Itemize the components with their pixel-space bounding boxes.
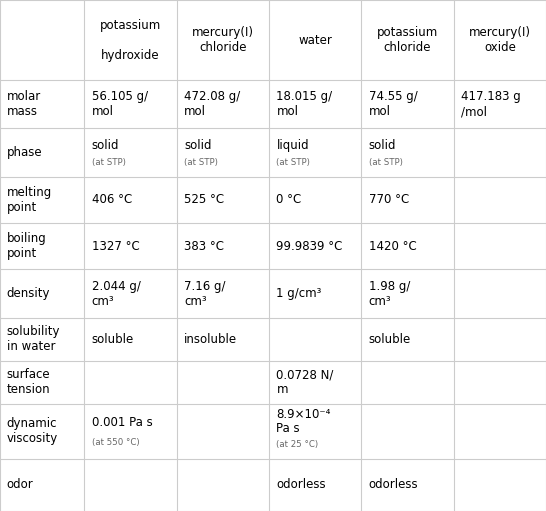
Text: 472.08 g/
mol: 472.08 g/ mol xyxy=(184,90,240,118)
Text: soluble: soluble xyxy=(92,333,134,345)
Text: 18.015 g/
mol: 18.015 g/ mol xyxy=(276,90,333,118)
Text: odor: odor xyxy=(7,478,33,492)
Text: (at STP): (at STP) xyxy=(276,157,310,167)
Text: potassium
chloride: potassium chloride xyxy=(377,26,438,54)
Text: 74.55 g/
mol: 74.55 g/ mol xyxy=(369,90,418,118)
Text: solid: solid xyxy=(184,139,211,152)
Text: potassium

hydroxide: potassium hydroxide xyxy=(100,18,161,61)
Text: 417.183 g
/mol: 417.183 g /mol xyxy=(461,90,521,118)
Text: surface
tension: surface tension xyxy=(7,368,50,396)
Text: 1.98 g/
cm³: 1.98 g/ cm³ xyxy=(369,280,410,308)
Text: molar
mass: molar mass xyxy=(7,90,41,118)
Text: 1420 °C: 1420 °C xyxy=(369,240,417,253)
Text: (at STP): (at STP) xyxy=(369,157,402,167)
Text: mercury(I)
chloride: mercury(I) chloride xyxy=(192,26,254,54)
Text: 525 °C: 525 °C xyxy=(184,193,224,206)
Text: mercury(I)
oxide: mercury(I) oxide xyxy=(469,26,531,54)
Text: phase: phase xyxy=(7,146,43,159)
Text: (at 25 °C): (at 25 °C) xyxy=(276,440,318,449)
Text: 7.16 g/
cm³: 7.16 g/ cm³ xyxy=(184,280,225,308)
Text: 406 °C: 406 °C xyxy=(92,193,132,206)
Text: 99.9839 °C: 99.9839 °C xyxy=(276,240,343,253)
Text: 0 °C: 0 °C xyxy=(276,193,301,206)
Text: (at STP): (at STP) xyxy=(184,157,218,167)
Text: density: density xyxy=(7,287,50,300)
Text: (at STP): (at STP) xyxy=(92,157,126,167)
Text: (at 550 °C): (at 550 °C) xyxy=(92,438,139,447)
Text: soluble: soluble xyxy=(369,333,411,345)
Text: 383 °C: 383 °C xyxy=(184,240,224,253)
Text: 8.9×10⁻⁴: 8.9×10⁻⁴ xyxy=(276,408,331,421)
Text: 0.0728 N/
m: 0.0728 N/ m xyxy=(276,368,334,396)
Text: solid: solid xyxy=(369,139,396,152)
Text: water: water xyxy=(298,34,332,47)
Text: odorless: odorless xyxy=(369,478,418,492)
Text: boiling
point: boiling point xyxy=(7,232,46,260)
Text: 1327 °C: 1327 °C xyxy=(92,240,139,253)
Text: liquid: liquid xyxy=(276,139,309,152)
Text: 770 °C: 770 °C xyxy=(369,193,409,206)
Text: 0.001 Pa s: 0.001 Pa s xyxy=(92,416,152,429)
Text: dynamic
viscosity: dynamic viscosity xyxy=(7,417,58,445)
Text: Pa s: Pa s xyxy=(276,423,300,435)
Text: insoluble: insoluble xyxy=(184,333,237,345)
Text: 1 g/cm³: 1 g/cm³ xyxy=(276,287,322,300)
Text: 2.044 g/
cm³: 2.044 g/ cm³ xyxy=(92,280,141,308)
Text: odorless: odorless xyxy=(276,478,326,492)
Text: melting
point: melting point xyxy=(7,186,52,214)
Text: solubility
in water: solubility in water xyxy=(7,325,60,353)
Text: solid: solid xyxy=(92,139,119,152)
Text: 56.105 g/
mol: 56.105 g/ mol xyxy=(92,90,148,118)
